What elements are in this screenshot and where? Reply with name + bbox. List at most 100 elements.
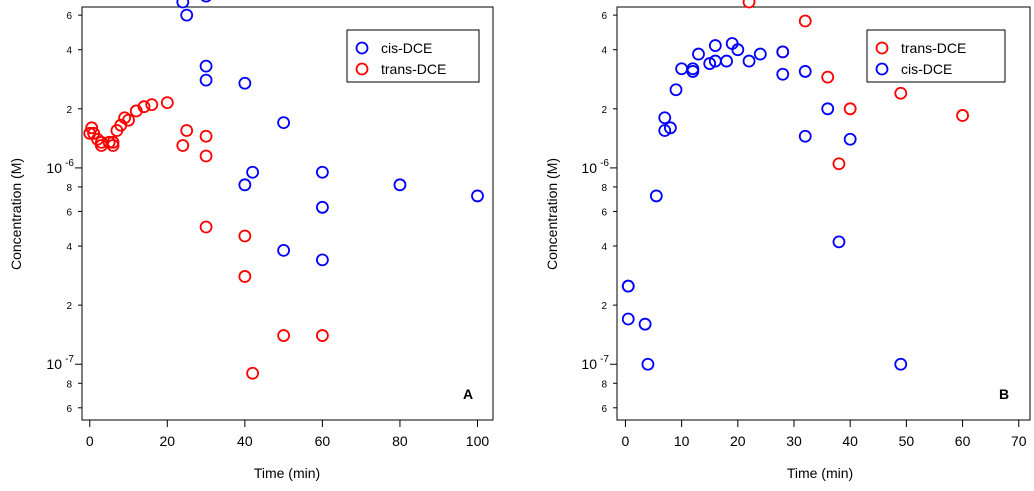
data-point-trans-dce	[238, 270, 252, 283]
data-point-cis-dce	[201, 0, 212, 3]
data-point-trans-dce	[160, 96, 174, 110]
y-tick-label: 2	[66, 105, 72, 116]
data-point-cis-dce	[277, 116, 291, 130]
data-point-cis-dce	[720, 54, 733, 68]
data-point-trans-dce	[145, 98, 159, 112]
data-point-cis-dce	[621, 312, 635, 326]
x-axis-label: Time (min)	[787, 465, 853, 481]
y-tick-label: 6	[66, 404, 72, 415]
y-tick-label: 10	[581, 160, 597, 176]
data-point-trans-dce	[832, 157, 846, 171]
data-point-cis-dce	[238, 178, 252, 192]
data-point-trans-dce	[843, 102, 857, 116]
y-tick-label: 8	[601, 379, 607, 390]
legend-marker-1	[355, 62, 369, 76]
data-point-cis-dce	[641, 357, 655, 371]
data-point-cis-dce	[742, 54, 756, 68]
data-point-cis-dce	[315, 165, 329, 179]
data-point-cis-dce	[894, 357, 908, 371]
data-point-cis-dce	[663, 121, 677, 135]
y-tick-label: 2	[66, 301, 72, 312]
legend-marker-1	[875, 62, 889, 76]
y-axis-label: Concentration (M)	[8, 158, 24, 270]
data-point-cis-dce	[471, 189, 484, 203]
data-point-trans-dce	[798, 14, 812, 28]
data-point-cis-dce	[798, 65, 812, 78]
x-tick-label: 30	[786, 433, 802, 449]
data-point-trans-dce	[106, 135, 120, 149]
x-tick-label: 20	[160, 433, 176, 449]
x-tick-label: 80	[392, 433, 408, 449]
data-point-cis-dce	[393, 178, 407, 192]
y-tick-label: 6	[601, 207, 607, 218]
data-point-cis-dce	[776, 67, 790, 81]
x-axis: 0 20 40 60 80 100	[86, 420, 490, 449]
data-point-cis-dce	[176, 0, 190, 9]
data-point-cis-dce	[798, 129, 812, 143]
legend-label-1: trans-DCE	[381, 61, 446, 77]
data-point-trans-dce	[894, 86, 908, 100]
plot-area	[81, 6, 494, 421]
data-point-cis-dce	[199, 59, 213, 73]
data-point-cis-dce	[621, 279, 635, 293]
y-tick-exponent: -7	[65, 354, 74, 365]
data-point-trans-dce	[137, 100, 151, 114]
x-tick-label: 40	[237, 433, 253, 449]
legend-marker-0	[875, 41, 889, 55]
data-point-cis-dce	[843, 132, 857, 146]
data-point-trans-dce	[122, 113, 135, 127]
y-tick-label: 4	[601, 242, 607, 253]
x-tick-label: 50	[899, 433, 915, 449]
data-point-trans-dce	[821, 70, 835, 84]
data-point-trans-dce	[102, 135, 116, 149]
x-tick-label: 100	[466, 433, 490, 449]
x-tick-label: 20	[730, 433, 746, 449]
data-point-cis-dce	[199, 73, 213, 87]
data-point-cis-dce	[675, 62, 689, 76]
data-point-cis-dce	[731, 43, 745, 57]
data-point-cis-dce	[277, 244, 291, 257]
data-point-cis-dce	[638, 317, 652, 331]
x-tick-label: 10	[674, 433, 690, 449]
data-point-trans-dce	[91, 132, 104, 146]
panel-label: A	[463, 386, 473, 402]
legend-label-0: cis-DCE	[381, 40, 432, 56]
data-point-cis-dce	[315, 253, 329, 267]
x-tick-label: 0	[622, 433, 630, 449]
legend: cis-DCE trans-DCE	[346, 29, 480, 83]
data-point-cis-dce	[832, 235, 846, 249]
data-point-trans-dce	[956, 109, 969, 122]
data-point-cis-dce	[686, 62, 700, 76]
x-tick-label: 40	[842, 433, 858, 449]
y-tick-label: 8	[66, 183, 72, 194]
data-point-cis-dce	[776, 45, 790, 59]
legend-label-0: trans-DCE	[901, 40, 966, 56]
y-tick-label: 10	[581, 356, 597, 372]
data-point-cis-dce	[692, 47, 705, 61]
data-point-trans-dce	[199, 149, 213, 163]
y-tick-exponent: -6	[65, 158, 74, 169]
data-point-cis-dce	[658, 111, 672, 125]
x-tick-label: 0	[86, 433, 94, 449]
data-point-trans-dce	[246, 366, 260, 380]
legend-label-1: cis-DCE	[901, 61, 952, 77]
data-points	[621, 0, 969, 371]
data-point-cis-dce	[238, 76, 252, 90]
legend-box	[866, 29, 1006, 83]
x-tick-label: 60	[315, 433, 331, 449]
data-point-trans-dce	[742, 0, 756, 9]
data-point-cis-dce	[753, 47, 767, 61]
legend-marker-0	[355, 41, 369, 55]
data-point-trans-dce	[199, 129, 213, 143]
x-axis-label: Time (min)	[254, 465, 320, 481]
y-tick-label: 4	[66, 46, 72, 57]
data-point-cis-dce	[669, 83, 683, 97]
legend-box	[346, 29, 480, 83]
data-point-cis-dce	[180, 8, 194, 22]
x-tick-label: 70	[1011, 433, 1027, 449]
y-tick-exponent: -6	[600, 158, 609, 169]
